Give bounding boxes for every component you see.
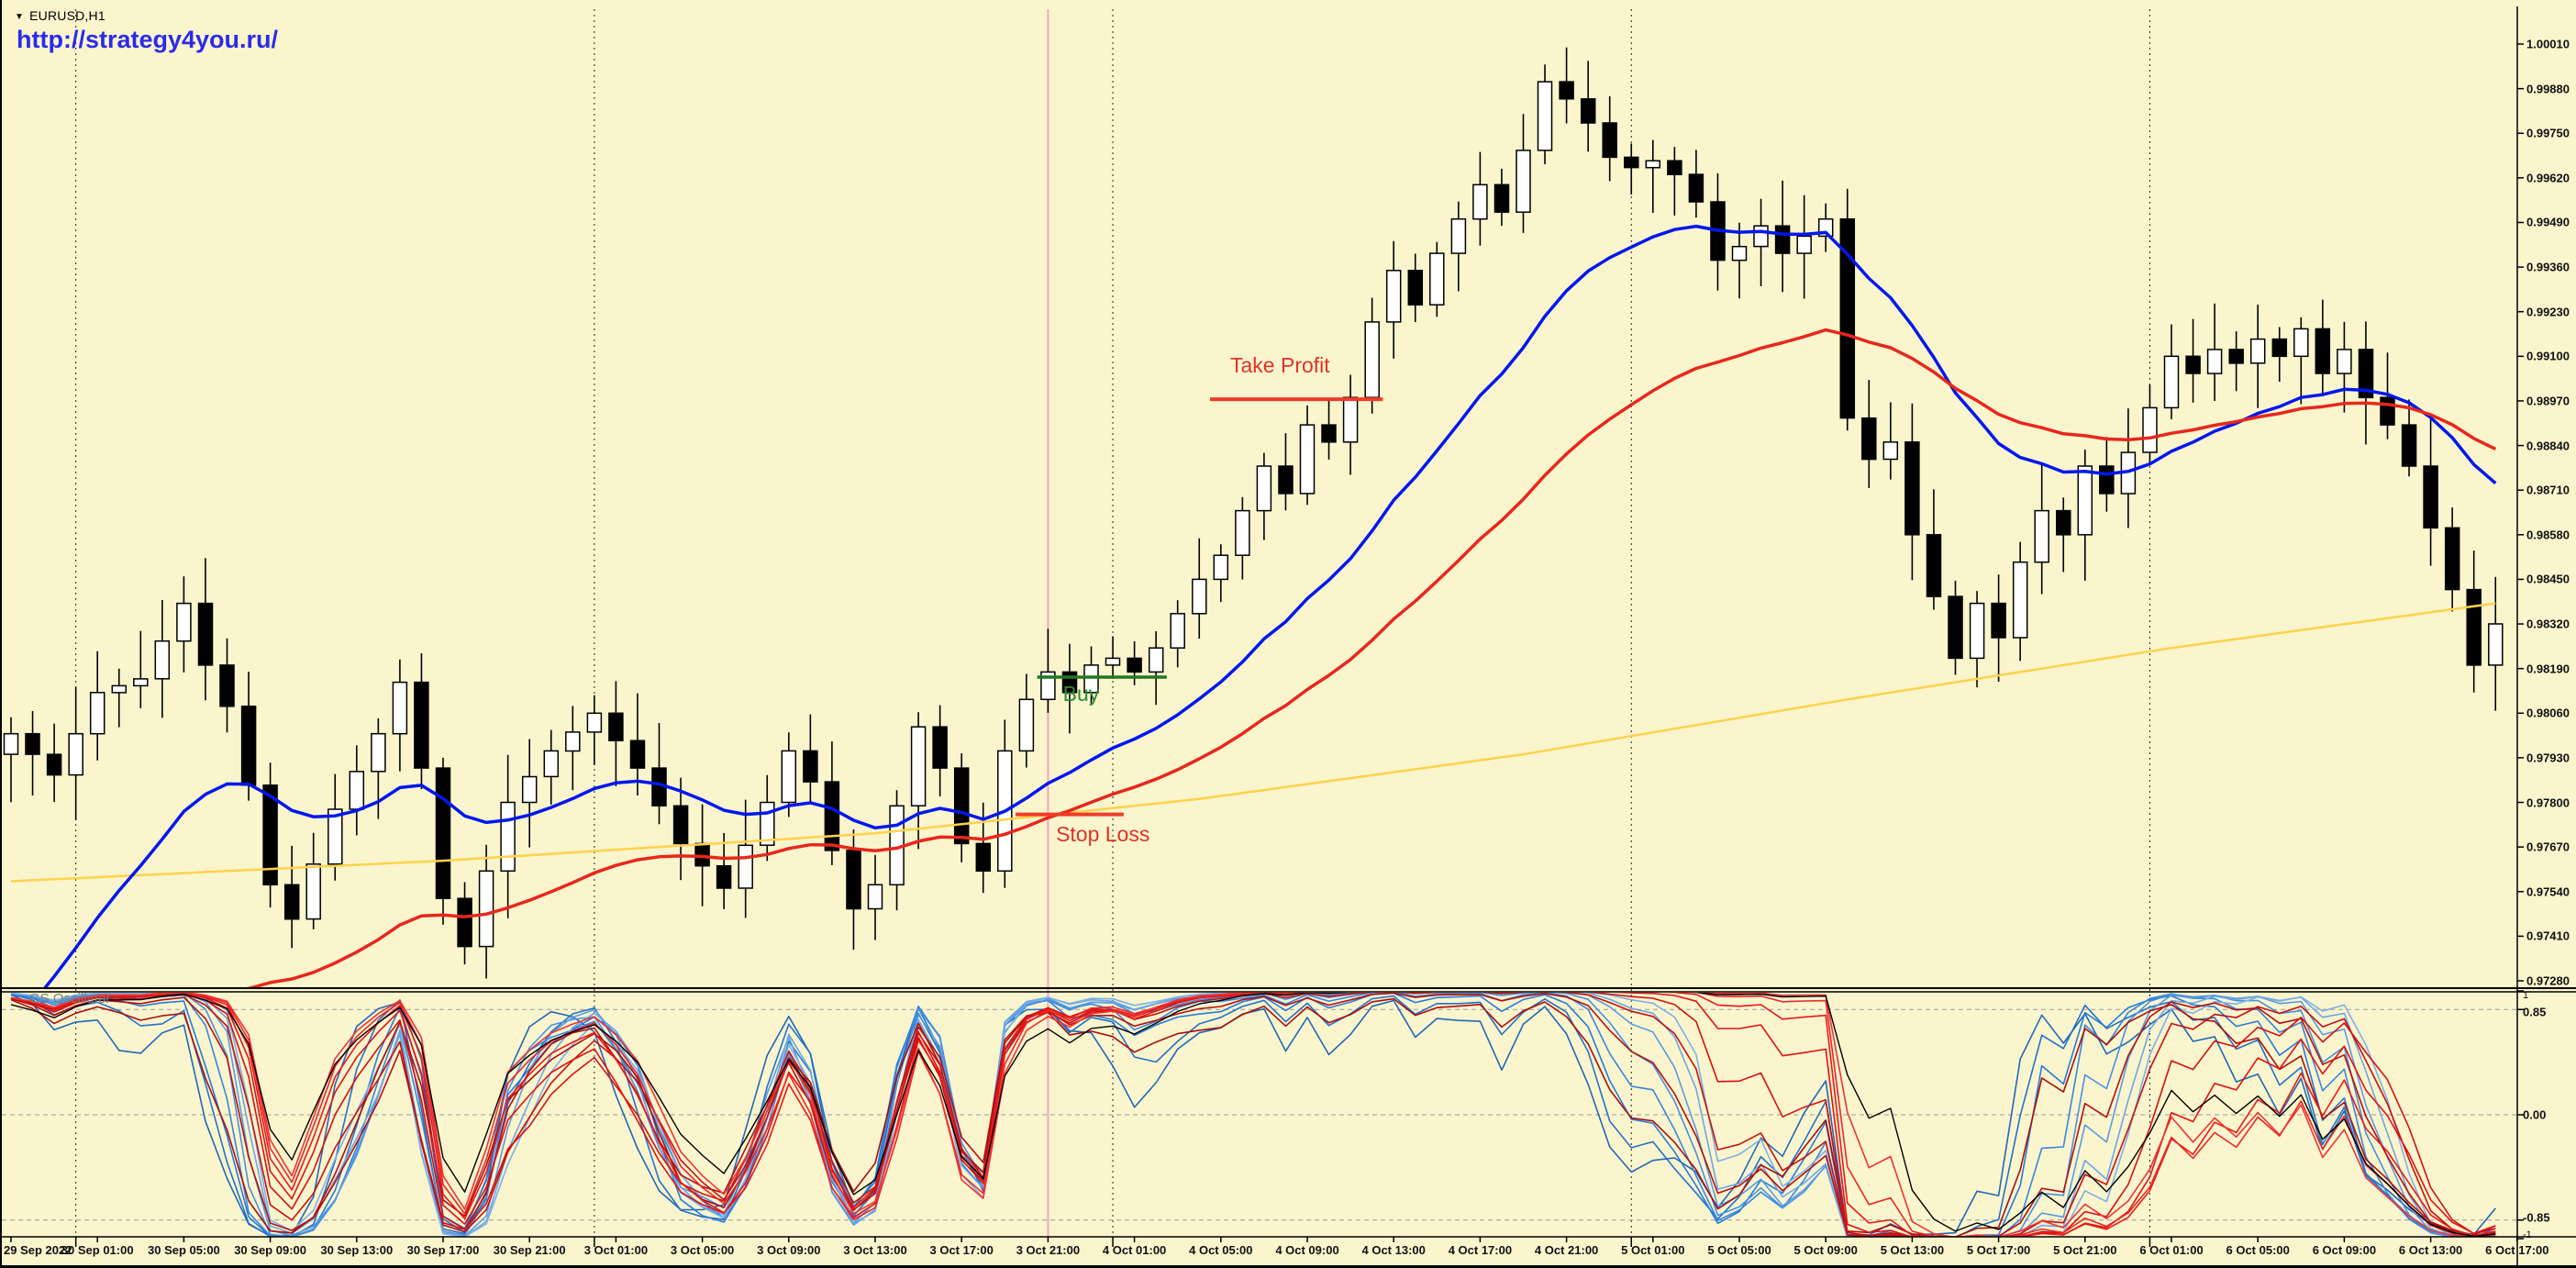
- price-axis-label: 0.99880: [2526, 82, 2570, 96]
- time-axis-label: 30 Sep 13:00: [320, 1243, 394, 1257]
- time-axis-label: 30 Sep 01:00: [61, 1243, 134, 1257]
- price-axis-label: 0.98060: [2526, 706, 2570, 720]
- time-axis-label: 5 Oct 05:00: [1707, 1243, 1771, 1257]
- time-axis-label: 3 Oct 13:00: [843, 1243, 907, 1257]
- price-axis-label: 0.97280: [2526, 973, 2570, 988]
- price-axis-label: 0.99490: [2526, 215, 2570, 229]
- time-axis-label: 5 Oct 21:00: [2053, 1243, 2117, 1257]
- price-axis-label: 0.98450: [2526, 572, 2570, 586]
- time-axis-label: 29 Sep 2022: [4, 1243, 72, 1257]
- time-axis-label: 5 Oct 13:00: [1880, 1243, 1945, 1257]
- time-axis-label: 30 Sep 17:00: [406, 1243, 480, 1257]
- time-axis-label: 3 Oct 09:00: [757, 1243, 821, 1257]
- price-axis-label: 0.98580: [2526, 528, 2570, 542]
- price-axis-label: 0.98840: [2526, 439, 2570, 453]
- price-axis-label: 0.98710: [2526, 483, 2570, 497]
- oscillator-axis-label: -0.85: [2523, 1210, 2550, 1225]
- time-axis-label: 5 Oct 09:00: [1793, 1243, 1858, 1257]
- time-axis-label: 30 Sep 09:00: [234, 1243, 306, 1257]
- time-axis-label: 3 Oct 05:00: [670, 1243, 735, 1257]
- time-axis-label: 30 Sep 05:00: [148, 1243, 220, 1257]
- time-axis-label: 6 Oct 13:00: [2398, 1243, 2463, 1257]
- price-axis-label: 0.99230: [2526, 305, 2570, 319]
- time-axis-label: 4 Oct 09:00: [1275, 1243, 1339, 1257]
- time-axis-label: 3 Oct 21:00: [1016, 1243, 1081, 1257]
- time-axis-label: 3 Oct 17:00: [929, 1243, 994, 1257]
- oscillator-axis-label: -1: [2523, 1229, 2532, 1240]
- url-watermark: http://strategy4you.ru/: [17, 26, 279, 53]
- symbol-title: ▼ EURUSD,H1: [15, 8, 105, 23]
- time-axis-label: 5 Oct 01:00: [1621, 1243, 1685, 1257]
- price-axis-label: 0.97930: [2526, 751, 2570, 765]
- price-axis-label: 0.99750: [2526, 126, 2570, 140]
- price-axis-label: 0.99360: [2526, 260, 2570, 274]
- window-bottom-border: [2, 1265, 2576, 1268]
- price-axis-label: 0.97540: [2526, 884, 2570, 899]
- time-axis-label: 6 Oct 17:00: [2485, 1243, 2549, 1257]
- symbol-dropdown-icon[interactable]: ▼: [15, 12, 25, 22]
- time-axis-label: 6 Oct 09:00: [2312, 1243, 2377, 1257]
- price-axis-label: 0.99620: [2526, 171, 2570, 185]
- oscillator-axis-label: 0.00: [2523, 1107, 2547, 1122]
- time-axis-label: 4 Oct 17:00: [1448, 1243, 1513, 1257]
- buy-label[interactable]: Buy: [1062, 682, 1100, 706]
- oscillator-name-label: GS Oscillator: [29, 991, 111, 1007]
- time-axis-label: 30 Sep 21:00: [493, 1243, 566, 1257]
- time-axis-label: 6 Oct 05:00: [2226, 1243, 2290, 1257]
- time-axis-label: 6 Oct 01:00: [2139, 1243, 2204, 1257]
- price-axis-label: 0.98190: [2526, 662, 2570, 676]
- time-axis-label: 4 Oct 13:00: [1361, 1243, 1426, 1257]
- price-axis-label: 0.97800: [2526, 795, 2570, 810]
- stop-loss-label[interactable]: Stop Loss: [1056, 821, 1150, 846]
- time-axis-label: 4 Oct 21:00: [1534, 1243, 1599, 1257]
- price-axis-label: 0.97670: [2526, 840, 2570, 854]
- symbol-name: EURUSD,H1: [29, 8, 105, 23]
- price-axis-label: 0.98320: [2526, 617, 2570, 631]
- price-axis-label: 0.98970: [2526, 394, 2570, 408]
- time-axis-label: 4 Oct 01:00: [1102, 1243, 1167, 1257]
- price-axis-label: 0.97410: [2526, 929, 2570, 943]
- price-axis-label: 0.99100: [2526, 349, 2570, 363]
- time-axis-label: 3 Oct 01:00: [583, 1243, 649, 1257]
- take-profit-label[interactable]: Take Profit: [1230, 353, 1330, 378]
- time-axis-label: 4 Oct 05:00: [1189, 1243, 1253, 1257]
- time-axis-label: 5 Oct 17:00: [1966, 1243, 2031, 1257]
- price-axis-label: 1.00010: [2526, 37, 2570, 51]
- oscillator-axis-label: 1: [2523, 990, 2529, 1001]
- oscillator-axis-label: 0.85: [2523, 1005, 2547, 1019]
